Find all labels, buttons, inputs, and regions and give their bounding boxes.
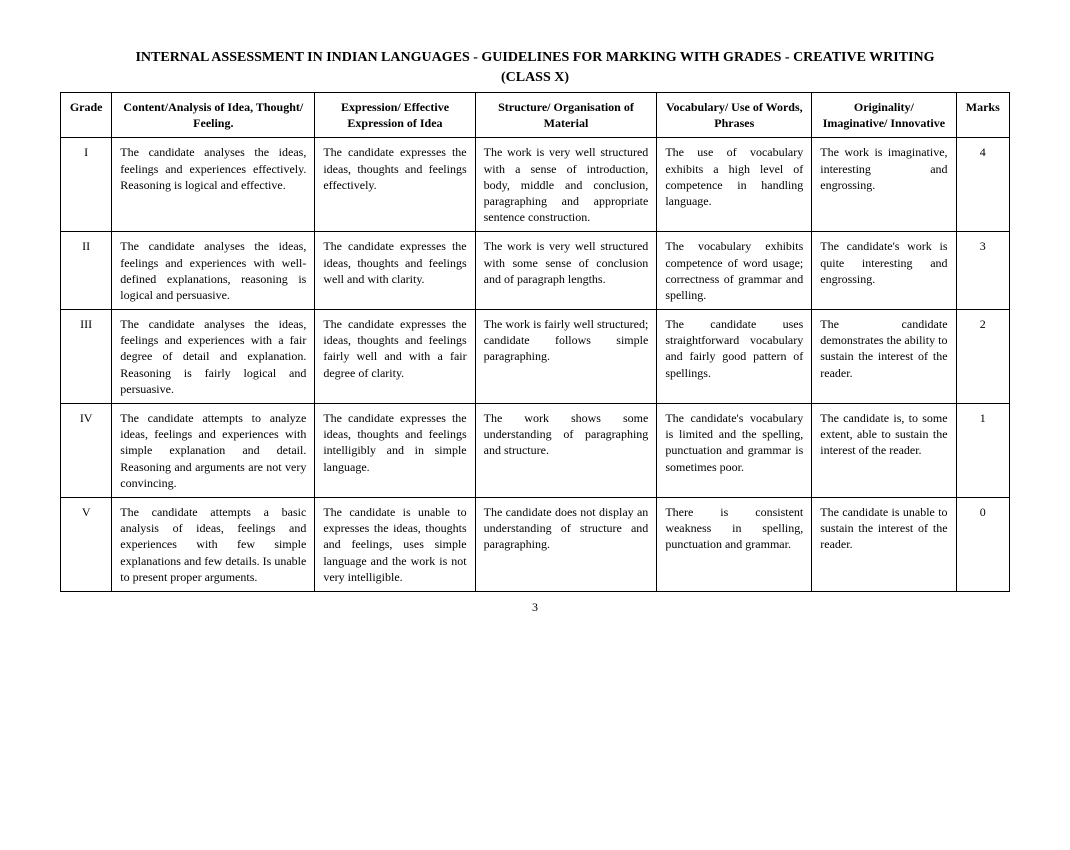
table-row: IV The candidate attempts to analyze ide… [61, 404, 1010, 498]
cell-originality: The candidate is, to some extent, able t… [812, 404, 956, 498]
cell-grade: V [61, 497, 112, 591]
cell-expression: The candidate expresses the ideas, thoug… [315, 310, 475, 404]
cell-vocabulary: The vocabulary exhibits competence of wo… [657, 232, 812, 310]
cell-originality: The work is imaginative, interesting and… [812, 138, 956, 232]
cell-originality: The candidate's work is quite interestin… [812, 232, 956, 310]
cell-expression: The candidate is unable to expresses the… [315, 497, 475, 591]
cell-vocabulary: The candidate uses straightforward vocab… [657, 310, 812, 404]
header-structure: Structure/ Organisation of Material [475, 93, 657, 138]
table-row: I The candidate analyses the ideas, feel… [61, 138, 1010, 232]
cell-grade: II [61, 232, 112, 310]
cell-grade: III [61, 310, 112, 404]
page-number: 3 [60, 600, 1010, 615]
cell-marks: 2 [956, 310, 1009, 404]
cell-structure: The work is very well structured with a … [475, 138, 657, 232]
cell-originality: The candidate demonstrates the ability t… [812, 310, 956, 404]
table-header-row: Grade Content/Analysis of Idea, Thought/… [61, 93, 1010, 138]
cell-originality: The candidate is unable to sustain the i… [812, 497, 956, 591]
cell-vocabulary: The use of vocabulary exhibits a high le… [657, 138, 812, 232]
cell-content: The candidate analyses the ideas, feelin… [112, 232, 315, 310]
rubric-table: Grade Content/Analysis of Idea, Thought/… [60, 92, 1010, 592]
cell-marks: 0 [956, 497, 1009, 591]
header-vocabulary: Vocabulary/ Use of Words, Phrases [657, 93, 812, 138]
header-marks: Marks [956, 93, 1009, 138]
cell-vocabulary: There is consistent weakness in spelling… [657, 497, 812, 591]
cell-structure: The work is very well structured with so… [475, 232, 657, 310]
cell-grade: I [61, 138, 112, 232]
cell-structure: The candidate does not display an unders… [475, 497, 657, 591]
cell-marks: 3 [956, 232, 1009, 310]
cell-expression: The candidate expresses the ideas, thoug… [315, 232, 475, 310]
cell-expression: The candidate expresses the ideas, thoug… [315, 138, 475, 232]
cell-structure: The work shows some understanding of par… [475, 404, 657, 498]
header-expression: Expression/ Effective Expression of Idea [315, 93, 475, 138]
header-grade: Grade [61, 93, 112, 138]
cell-marks: 1 [956, 404, 1009, 498]
cell-structure: The work is fairly well structured; cand… [475, 310, 657, 404]
cell-grade: IV [61, 404, 112, 498]
table-row: V The candidate attempts a basic analysi… [61, 497, 1010, 591]
cell-content: The candidate analyses the ideas, feelin… [112, 138, 315, 232]
header-content: Content/Analysis of Idea, Thought/ Feeli… [112, 93, 315, 138]
cell-expression: The candidate expresses the ideas, thoug… [315, 404, 475, 498]
cell-marks: 4 [956, 138, 1009, 232]
document-title: INTERNAL ASSESSMENT IN INDIAN LANGUAGES … [60, 50, 1010, 66]
cell-vocabulary: The candidate's vocabulary is limited an… [657, 404, 812, 498]
cell-content: The candidate analyses the ideas, feelin… [112, 310, 315, 404]
cell-content: The candidate attempts a basic analysis … [112, 497, 315, 591]
document-subtitle: (CLASS X) [60, 70, 1010, 86]
header-originality: Originality/ Imaginative/ Innovative [812, 93, 956, 138]
table-row: III The candidate analyses the ideas, fe… [61, 310, 1010, 404]
table-row: II The candidate analyses the ideas, fee… [61, 232, 1010, 310]
cell-content: The candidate attempts to analyze ideas,… [112, 404, 315, 498]
